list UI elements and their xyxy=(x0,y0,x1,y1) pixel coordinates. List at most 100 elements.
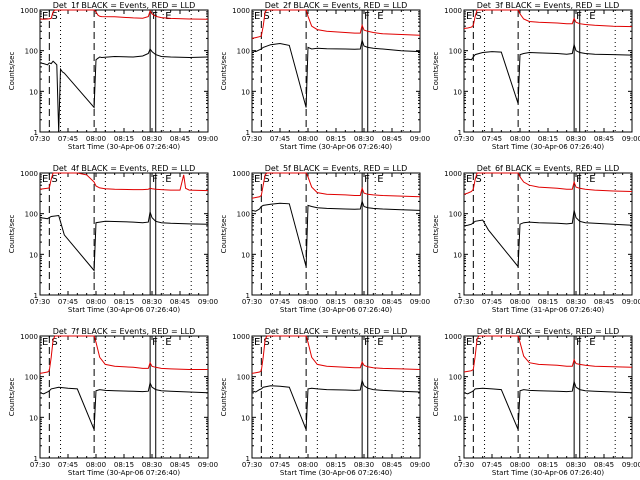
time-marker-label: E xyxy=(377,11,383,22)
y-tick-label: 1 xyxy=(458,129,462,137)
time-marker-label: E xyxy=(466,11,472,22)
x-tick-label: 09:00 xyxy=(410,135,430,143)
time-marker-label: E xyxy=(165,11,171,22)
y-axis-label: Counts/sec xyxy=(432,378,440,417)
x-tick-label: 07:30 xyxy=(30,461,50,469)
x-tick-label: 08:45 xyxy=(170,461,190,469)
chart-panel-8: Det_8f BLACK = Events, RED = LLD 1 10 100 10… xyxy=(220,327,430,477)
chart-title: Det_2f BLACK = Events, RED = LLD xyxy=(265,1,408,10)
x-axis-label: Start Time (30-Apr-06 07:26:40) xyxy=(68,469,180,477)
x-tick-label: 08:15 xyxy=(326,298,346,306)
time-marker-label: S xyxy=(475,11,481,22)
time-marker-label: S xyxy=(263,337,269,348)
time-marker-label: S xyxy=(475,337,481,348)
x-tick-label: 08:15 xyxy=(114,135,134,143)
y-axis-label: Counts/sec xyxy=(432,215,440,254)
time-marker-label: S xyxy=(263,174,269,185)
series-line-events xyxy=(39,47,209,133)
y-tick-label: 1 xyxy=(246,129,250,137)
y-tick-label: 1000 xyxy=(444,170,462,178)
x-tick-label: 08:30 xyxy=(142,461,162,469)
series-line-lld xyxy=(463,9,633,29)
y-tick-label: 10 xyxy=(29,414,38,422)
time-marker-label: E xyxy=(377,174,383,185)
y-tick-label: 10 xyxy=(241,414,250,422)
y-tick-label: 10 xyxy=(29,251,38,259)
time-marker-label: E xyxy=(466,337,472,348)
y-axis-label: Counts/sec xyxy=(220,378,228,417)
y-tick-label: 10 xyxy=(241,251,250,259)
x-tick-label: 07:45 xyxy=(270,461,290,469)
series-line-events xyxy=(463,210,633,268)
x-tick-label: 08:00 xyxy=(86,135,106,143)
series-line-events xyxy=(251,378,421,430)
x-tick-label: 07:45 xyxy=(270,298,290,306)
x-tick-label: 07:45 xyxy=(482,135,502,143)
chart-title: Det_8f BLACK = Events, RED = LLD xyxy=(265,327,408,336)
chart-title: Det_1f BLACK = Events, RED = LLD xyxy=(53,1,196,10)
time-marker-label: S xyxy=(51,337,57,348)
x-tick-label: 08:00 xyxy=(298,135,318,143)
chart-panel-7: Det_7f BLACK = Events, RED = LLD 1 10 100 10… xyxy=(8,327,218,477)
chart-title: Det_9f BLACK = Events, RED = LLD xyxy=(477,327,620,336)
x-tick-label: 09:00 xyxy=(198,298,218,306)
x-tick-label: 08:45 xyxy=(170,135,190,143)
chart-title: Det_3f BLACK = Events, RED = LLD xyxy=(477,1,620,10)
x-tick-label: 08:15 xyxy=(538,461,558,469)
x-tick-label: 08:15 xyxy=(326,461,346,469)
y-axis-label: Counts/sec xyxy=(220,52,228,91)
time-marker-label: E xyxy=(165,337,171,348)
y-tick-label: 10 xyxy=(453,414,462,422)
time-marker-label: E xyxy=(254,337,260,348)
x-tick-label: 08:30 xyxy=(566,135,586,143)
x-tick-label: 09:00 xyxy=(410,298,430,306)
time-marker-label: E xyxy=(42,337,48,348)
x-tick-label: 08:30 xyxy=(142,135,162,143)
x-tick-label: 09:00 xyxy=(198,135,218,143)
chart-panel-1: Det_1f BLACK = Events, RED = LLD 1 10 100 10… xyxy=(8,1,218,151)
x-tick-label: 07:30 xyxy=(242,135,262,143)
x-axis-label: Start Time (30-Apr-06 07:26:40) xyxy=(280,306,392,314)
time-marker-label: E xyxy=(42,11,48,22)
y-tick-label: 10 xyxy=(453,88,462,96)
time-marker-label: F xyxy=(152,337,158,348)
x-tick-label: 08:15 xyxy=(538,298,558,306)
x-tick-label: 07:30 xyxy=(454,461,474,469)
y-tick-label: 100 xyxy=(449,48,462,56)
chart-panel-5: Det_5f BLACK = Events, RED = LLD 1 10 100 10… xyxy=(220,164,430,314)
x-tick-label: 07:30 xyxy=(454,135,474,143)
plot-frame xyxy=(39,172,209,296)
time-marker-label: F xyxy=(576,174,582,185)
series-line-lld xyxy=(251,172,421,199)
x-tick-label: 08:00 xyxy=(86,298,106,306)
time-marker-label: F xyxy=(576,11,582,22)
x-axis-label: Start Time (30-Apr-06 07:26:40) xyxy=(68,306,180,314)
time-marker-label: S xyxy=(475,174,481,185)
x-tick-label: 07:30 xyxy=(30,298,50,306)
x-tick-label: 09:00 xyxy=(622,461,640,469)
plot-frame xyxy=(251,172,421,296)
time-marker-label: E xyxy=(589,11,595,22)
time-marker-label: S xyxy=(51,174,57,185)
x-tick-label: 08:30 xyxy=(354,135,374,143)
x-tick-label: 08:30 xyxy=(566,461,586,469)
y-axis-label: Counts/sec xyxy=(220,215,228,254)
y-tick-label: 1000 xyxy=(20,333,38,341)
x-tick-label: 08:45 xyxy=(170,298,190,306)
time-marker-label: S xyxy=(51,11,57,22)
y-tick-label: 1000 xyxy=(444,7,462,15)
x-tick-label: 07:30 xyxy=(30,135,50,143)
y-tick-label: 100 xyxy=(237,211,250,219)
series-line-lld xyxy=(39,9,209,20)
series-line-events xyxy=(39,381,209,430)
y-tick-label: 1000 xyxy=(444,333,462,341)
x-tick-label: 07:30 xyxy=(242,461,262,469)
x-tick-label: 08:45 xyxy=(382,298,402,306)
y-tick-label: 100 xyxy=(25,211,38,219)
plot-frame xyxy=(463,335,633,459)
y-tick-label: 100 xyxy=(237,48,250,56)
chart-title: Det_7f BLACK = Events, RED = LLD xyxy=(53,327,196,336)
y-tick-label: 1 xyxy=(246,455,250,463)
x-tick-label: 08:15 xyxy=(538,135,558,143)
